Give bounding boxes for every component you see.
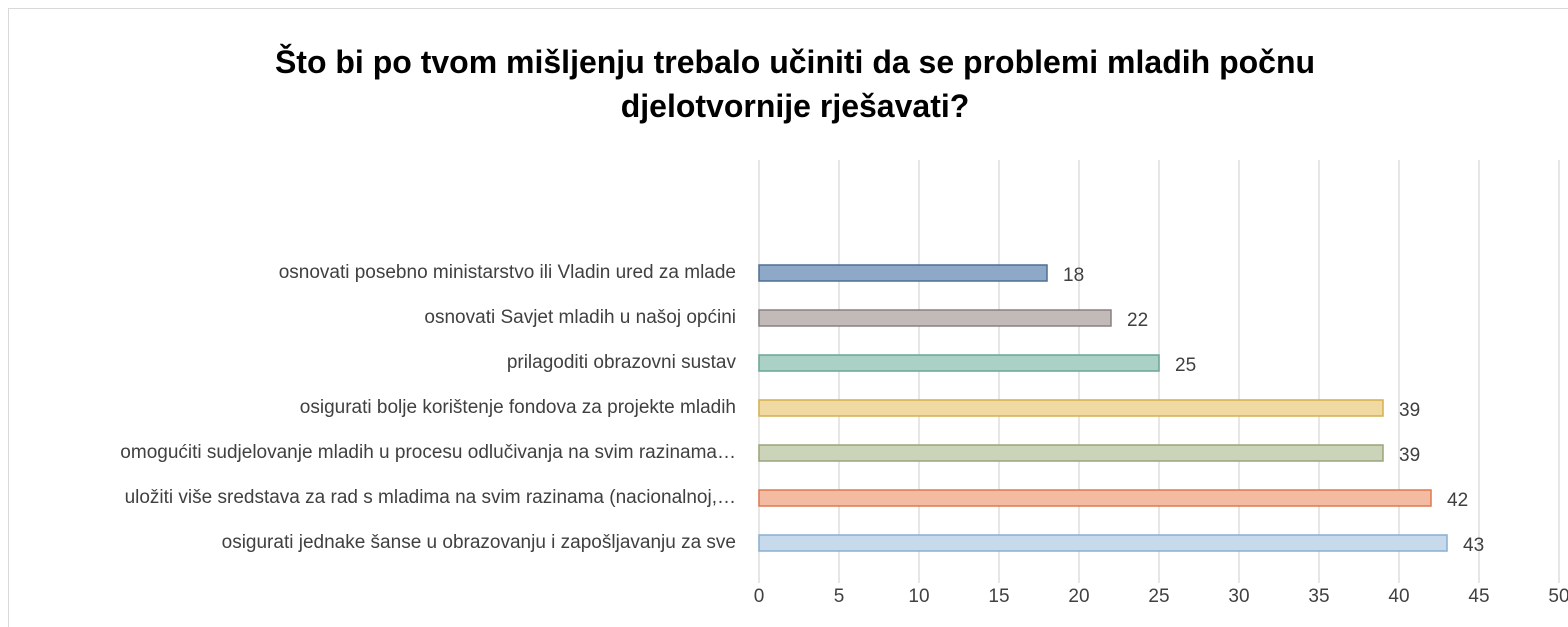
y-tick-label: osnovati Savjet mladih u našoj općini (424, 307, 736, 328)
data-label: 25 (1175, 355, 1196, 376)
y-tick-label: osnovati posebno ministarstvo ili Vladin… (279, 262, 736, 283)
data-label: 39 (1399, 400, 1420, 421)
y-tick-label: osigurati jednake šanse u obrazovanju i … (222, 532, 736, 553)
bar (758, 489, 1432, 507)
x-tick-label: 50 (1548, 586, 1568, 607)
x-tick-label: 0 (754, 586, 765, 607)
chart-title: Što bi po tvom mišljenju trebalo učiniti… (274, 44, 1316, 124)
bar (758, 354, 1160, 372)
bar (758, 399, 1384, 417)
x-tick-label: 5 (834, 586, 845, 607)
bar (758, 264, 1048, 282)
x-tick-label: 20 (1068, 586, 1089, 607)
x-tick-label: 15 (988, 586, 1009, 607)
x-tick-label: 30 (1228, 586, 1249, 607)
y-tick-label: prilagoditi obrazovni sustav (507, 352, 737, 373)
x-tick-label: 10 (908, 586, 929, 607)
x-tick-label: 40 (1388, 586, 1409, 607)
bar (758, 309, 1112, 327)
data-label: 43 (1463, 535, 1484, 556)
data-label: 42 (1447, 490, 1468, 511)
data-label: 22 (1127, 310, 1148, 331)
bar (758, 444, 1384, 462)
y-tick-label: uložiti više sredstava za rad s mladima … (125, 487, 736, 508)
data-label: 39 (1399, 445, 1420, 466)
data-label: 18 (1063, 265, 1084, 286)
x-tick-label: 35 (1308, 586, 1329, 607)
y-tick-label: osigurati bolje korištenje fondova za pr… (300, 397, 736, 418)
bar (758, 534, 1448, 552)
chart-border (8, 8, 1568, 627)
x-tick-label: 45 (1468, 586, 1489, 607)
y-tick-label: omogućiti sudjelovanje mladih u procesu … (120, 442, 736, 463)
x-tick-label: 25 (1148, 586, 1169, 607)
